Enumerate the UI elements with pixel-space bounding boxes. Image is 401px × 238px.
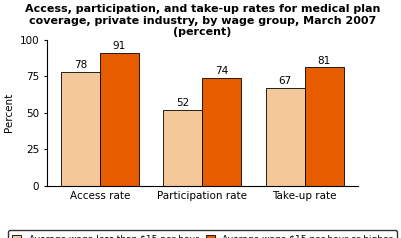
Text: 52: 52 — [176, 98, 190, 108]
Title: Access, participation, and take-up rates for medical plan
coverage, private indu: Access, participation, and take-up rates… — [24, 4, 380, 37]
Y-axis label: Percent: Percent — [4, 93, 14, 132]
Bar — [164, 110, 203, 186]
Bar — [305, 67, 344, 186]
Text: 74: 74 — [215, 66, 229, 76]
Bar — [266, 88, 305, 186]
Bar — [203, 78, 241, 186]
Bar — [100, 53, 139, 186]
Text: 67: 67 — [279, 76, 292, 86]
Text: 81: 81 — [318, 56, 331, 66]
Bar — [61, 72, 100, 186]
Text: 78: 78 — [74, 60, 87, 70]
Legend: Average wage less than $15 per hour, Average wage $15 per hour or higher: Average wage less than $15 per hour, Ave… — [8, 230, 397, 238]
Text: 91: 91 — [113, 41, 126, 51]
